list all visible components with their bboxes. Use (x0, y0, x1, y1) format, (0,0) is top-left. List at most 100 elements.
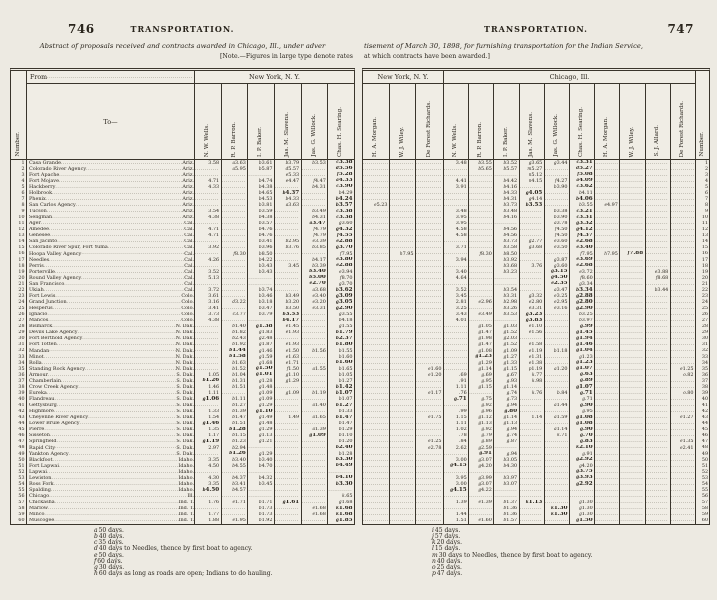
empty-cell-dots (390, 512, 414, 517)
rate-value: b3.97 (579, 317, 593, 324)
rate-cell (389, 432, 415, 439)
row-number: 10 (18, 215, 25, 221)
rate-cell (669, 250, 695, 257)
rate-cell: g1.05 (468, 323, 493, 330)
rate-cell (415, 329, 443, 336)
destination-name: Seligman (29, 214, 53, 221)
empty-cell-dots (416, 324, 442, 329)
rate-cell: g1.07 (569, 366, 594, 373)
empty-cell-dots (302, 488, 326, 493)
rate-value: b4.32 (258, 475, 273, 481)
empty-cell-dots (444, 452, 467, 457)
rate-value: .78 (458, 432, 467, 439)
empty-cell-dots (363, 221, 388, 226)
rate-cell (644, 238, 670, 245)
rate-value: b1.20 (338, 438, 353, 445)
empty-cell-dots (595, 227, 618, 232)
rate-cell: b3.90 (543, 184, 569, 191)
rate-value: e1.71 (285, 360, 300, 366)
rate-cell (389, 275, 415, 282)
empty-cell-dots (390, 385, 414, 390)
rate-cell (220, 208, 248, 215)
rate-cell (669, 481, 695, 488)
rate-value: 1.11 (455, 420, 467, 427)
awarded-rate: b4.50 (202, 487, 220, 493)
awarded-rate: g3.93 (576, 475, 593, 481)
rate-cell: e1.39 (468, 499, 493, 506)
rate-value: 3.92 (208, 244, 220, 251)
rate-cell (415, 311, 443, 318)
awarded-rate: b1.79 (335, 329, 353, 335)
rate-value: g1.98 (478, 335, 492, 342)
rate-cell (300, 341, 328, 348)
rate-cell: 1.49 (273, 414, 301, 421)
rate-cell: b1.51 (220, 420, 248, 427)
rate-cell (669, 263, 695, 270)
awarded-rate: b4.49 (335, 463, 353, 469)
empty-cell-dots (390, 494, 414, 499)
rate-value: .99 (458, 408, 467, 415)
awarded-rate: f4.37 (577, 232, 593, 238)
rate-cell (300, 196, 328, 203)
rate-cell: g1.23 (569, 360, 594, 367)
rate-value: g3.44 (553, 160, 568, 166)
rate-cell (644, 360, 670, 367)
rate-value: k.65 (342, 493, 353, 500)
rate-cell (389, 184, 415, 191)
destination-name: Ross Fork (29, 481, 54, 487)
rate-value: b3.05 (503, 457, 518, 463)
rate-cell (543, 311, 569, 318)
rate-cell: 1.46 (194, 384, 221, 391)
rate-cell: b3.85 (300, 244, 328, 251)
rate-cell: 3.35 (194, 457, 221, 464)
table-row: n5.12f5.083 (363, 172, 709, 179)
awarded-rate: g2.88 (576, 293, 593, 299)
rate-cell: 3.48 (443, 208, 468, 215)
rate-value: 1.11 (455, 384, 467, 390)
empty-cell-dots (222, 173, 246, 178)
rate-value: 3.76 (531, 263, 543, 269)
rate-cell (415, 269, 443, 276)
empty-cell-dots (620, 415, 643, 420)
rate-cell (518, 438, 544, 445)
rate-value: f8.68 (655, 275, 669, 281)
awarded-rate: b3.30 (335, 457, 353, 463)
destination-cell: Hoopa Valley AgencyCal. (26, 250, 194, 257)
destination-name: Genesee (29, 232, 51, 239)
rate-cell (619, 208, 644, 215)
rate-cell: f4.50 (543, 226, 569, 233)
empty-cell-dots (275, 282, 299, 287)
rate-cell: 4.71 (194, 178, 221, 185)
empty-cell-dots (671, 355, 694, 360)
rate-cell (415, 487, 443, 494)
empty-cell-dots (390, 464, 414, 469)
empty-cell-dots (302, 197, 326, 202)
rate-cell: b1.27 (327, 402, 354, 409)
rate-cell: 3.35 (194, 481, 221, 488)
note-line-continued: at which contracts have been awarded.] (364, 53, 490, 60)
rate-value: b4.55 (232, 463, 246, 469)
rate-cell: g1.15 (493, 366, 518, 373)
rate-cell (273, 426, 301, 433)
empty-cell-dots (545, 439, 568, 444)
rate-cell (594, 178, 619, 185)
rate-value: 1.17 (208, 432, 220, 439)
rate-cell (619, 287, 644, 294)
awarded-rate: b2.40 (335, 444, 353, 451)
empty-cell-dots (444, 324, 467, 329)
empty-cell-dots (469, 258, 492, 263)
rate-value: b3.53 (312, 160, 326, 166)
rate-value: b8.50 (503, 250, 518, 257)
rate-cell (644, 366, 670, 373)
rate-cell (220, 202, 248, 209)
state-abbrev: N. Dak. (175, 335, 194, 342)
rate-cell (389, 172, 415, 179)
rate-value: 3.43 (455, 311, 467, 318)
rate-cell (220, 244, 248, 251)
rate-value: e3.88 (654, 269, 669, 275)
empty-cell-dots (275, 209, 299, 214)
footnote: p47 days. (432, 570, 463, 578)
leader-dots (52, 215, 182, 220)
